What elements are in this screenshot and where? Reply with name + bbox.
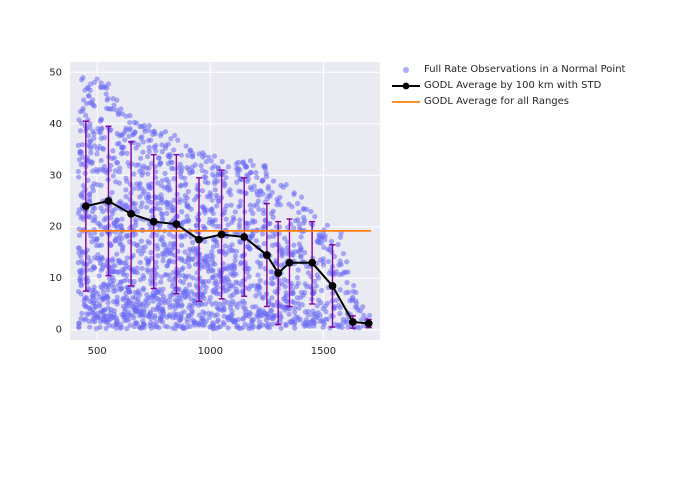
legend-label: Full Rate Observations in a Normal Point [424, 62, 625, 78]
legend-label: GODL Average for all Ranges [424, 94, 569, 110]
y-tick-label: 40 [49, 119, 62, 130]
avgline-swatch-icon [392, 79, 420, 93]
y-tick-label: 10 [49, 273, 62, 284]
x-tick-label: 500 [88, 346, 107, 357]
scatter-swatch-icon [392, 63, 420, 77]
y-tick-label: 0 [56, 325, 62, 336]
legend-label: GODL Average by 100 km with STD [424, 78, 601, 94]
legend-item: GODL Average for all Ranges [392, 94, 625, 110]
y-tick-label: 50 [49, 67, 62, 78]
legend-item: Full Rate Observations in a Normal Point [392, 62, 625, 78]
x-tick-label: 1500 [311, 346, 336, 357]
legend: Full Rate Observations in a Normal Point… [392, 62, 625, 110]
x-tick-label: 1000 [198, 346, 223, 357]
legend-item: GODL Average by 100 km with STD [392, 78, 625, 94]
hline-swatch-icon [392, 95, 420, 109]
y-tick-label: 30 [49, 170, 62, 181]
y-tick-label: 20 [49, 222, 62, 233]
